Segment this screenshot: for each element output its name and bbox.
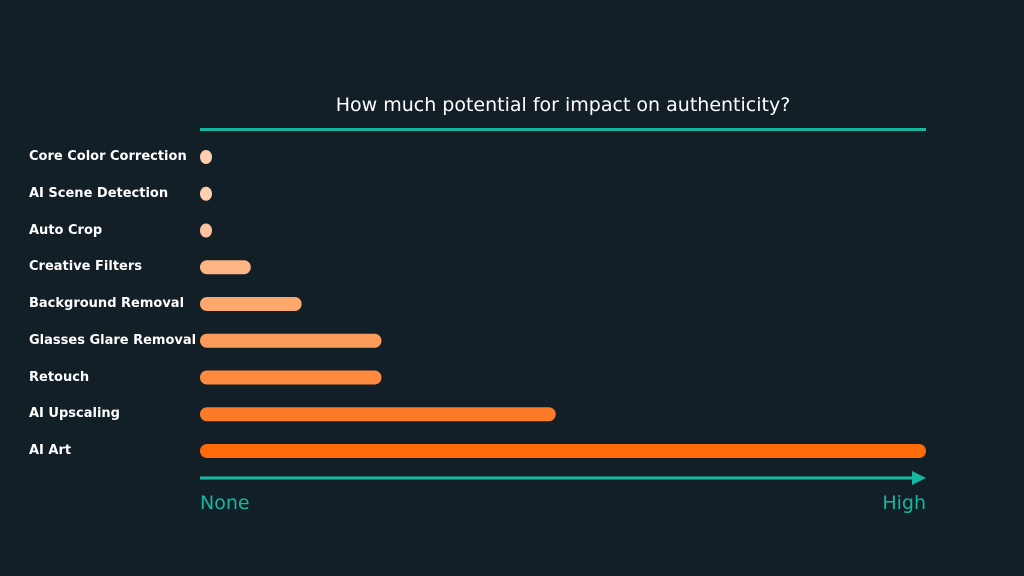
category-label: Background Removal — [29, 296, 185, 311]
category-label: Glasses Glare Removal — [29, 332, 197, 348]
x-axis-min-label: None — [200, 492, 250, 514]
bar-ai-scene-detection — [200, 186, 212, 201]
category-label: Retouch — [29, 369, 90, 385]
category-label: Creative Filters — [29, 259, 143, 275]
bar-glasses-glare-removal — [200, 333, 382, 348]
bars-group — [200, 150, 926, 458]
bar-auto-crop — [200, 223, 212, 238]
bar-background-removal — [200, 297, 302, 311]
bar-ai-upscaling — [200, 407, 556, 422]
x-axis-arrowhead — [912, 471, 926, 485]
bar-creative-filters — [200, 260, 251, 275]
bar-ai-art — [200, 444, 926, 458]
x-axis-max-label: High — [882, 492, 926, 514]
category-label: AI Scene Detection — [29, 185, 169, 201]
category-label: AI Art — [29, 443, 72, 458]
category-label: AI Upscaling — [29, 406, 120, 422]
category-label: Auto Crop — [29, 222, 103, 238]
title-underline — [200, 128, 926, 131]
chart-title: How much potential for impact on authent… — [335, 94, 791, 116]
category-label: Core Color Correction — [29, 149, 187, 164]
bar-retouch — [200, 370, 382, 385]
bar-core-color-correction — [200, 150, 212, 164]
